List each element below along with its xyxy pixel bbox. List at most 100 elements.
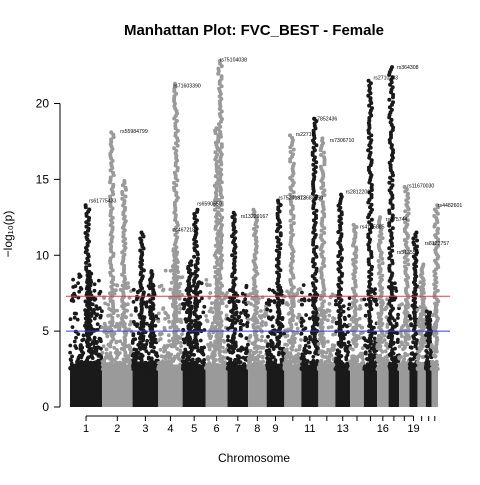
snp-point xyxy=(251,207,256,212)
snp-point xyxy=(100,350,105,355)
snp-point xyxy=(186,331,191,336)
snp-point xyxy=(216,246,221,251)
snp-point xyxy=(410,351,415,355)
snp-point xyxy=(282,351,286,356)
snp-point xyxy=(377,263,382,268)
snp-point xyxy=(145,339,150,343)
snp-point xyxy=(129,313,134,317)
snp-point xyxy=(166,315,171,320)
snp-point xyxy=(383,349,388,354)
snp-point xyxy=(393,286,398,291)
snp-point xyxy=(211,357,216,361)
snp-point xyxy=(366,78,371,83)
snp-point xyxy=(275,235,279,240)
snp-point xyxy=(148,364,153,369)
snp-point xyxy=(159,360,163,365)
snp-point xyxy=(238,332,243,337)
snp-point xyxy=(183,347,188,352)
snp-point xyxy=(376,259,381,263)
snp-point xyxy=(122,178,127,183)
snp-point xyxy=(289,306,294,311)
snp-point xyxy=(181,366,185,371)
snp-point xyxy=(124,315,128,320)
snp-point xyxy=(201,310,206,315)
snp-point xyxy=(119,346,124,351)
snp-point xyxy=(314,194,319,199)
snp-point xyxy=(149,357,153,362)
snp-point xyxy=(372,299,377,303)
snp-point xyxy=(108,175,113,180)
snp-point xyxy=(74,329,79,334)
snp-point xyxy=(363,350,368,355)
snp-point xyxy=(311,315,316,320)
snp-point xyxy=(291,190,296,195)
snp-point xyxy=(74,335,78,340)
snp-point xyxy=(329,325,334,329)
snp-point xyxy=(251,357,256,362)
snp-point xyxy=(269,355,274,360)
chromosome-1-points xyxy=(68,203,104,407)
snp-point xyxy=(91,342,96,346)
snp-point xyxy=(307,316,312,321)
snp-point xyxy=(346,340,351,345)
snp-point xyxy=(387,208,392,213)
snp-point xyxy=(322,150,326,155)
snp-point xyxy=(180,359,185,364)
snp-point xyxy=(408,316,413,321)
snp-point xyxy=(233,276,238,281)
snp-point xyxy=(76,357,81,362)
snp-point xyxy=(100,367,105,371)
snp-point xyxy=(344,357,349,362)
snp-point xyxy=(255,305,260,310)
snp-point xyxy=(321,349,326,354)
snp-point xyxy=(334,299,338,303)
snp-point xyxy=(276,352,281,357)
snp-point xyxy=(397,356,402,361)
snp-point xyxy=(106,302,111,307)
snp-point xyxy=(170,357,175,362)
snp-point xyxy=(162,366,167,370)
snp-point xyxy=(218,349,223,354)
snp-point xyxy=(324,350,329,355)
snp-point xyxy=(343,332,347,337)
chromosome-7-band xyxy=(227,364,249,407)
chromosome-14-points xyxy=(348,222,366,407)
chromosome-10-points xyxy=(282,133,304,407)
snp-point xyxy=(269,362,274,366)
snp-point xyxy=(81,333,86,338)
snp-point xyxy=(109,356,114,361)
snp-point xyxy=(310,281,315,286)
snp-point xyxy=(131,287,136,292)
snp-point xyxy=(70,354,74,359)
snp-point xyxy=(97,278,101,283)
snp-point xyxy=(255,358,260,362)
snp-point xyxy=(326,347,331,352)
snp-point xyxy=(278,231,283,236)
snp-point xyxy=(239,319,244,323)
snp-point xyxy=(273,359,278,364)
snp-point xyxy=(215,320,220,325)
snp-point xyxy=(152,345,156,350)
snp-point xyxy=(335,348,340,353)
snp-point xyxy=(354,342,359,347)
chromosome-2-band xyxy=(102,364,133,407)
snp-point xyxy=(303,351,308,355)
snp-point xyxy=(197,363,202,368)
snp-point xyxy=(322,155,327,160)
snp-point xyxy=(312,247,317,252)
snp-point xyxy=(276,198,280,203)
snp-point xyxy=(157,332,162,336)
snp-point xyxy=(204,278,209,282)
snp-point xyxy=(289,223,294,228)
snp-point xyxy=(154,314,159,319)
snp-point xyxy=(216,66,221,71)
snp-point xyxy=(347,314,351,318)
snp-point xyxy=(294,366,299,371)
snp-point xyxy=(304,313,308,317)
snp-point xyxy=(288,197,293,202)
snp-point xyxy=(173,81,177,86)
snp-point xyxy=(291,161,296,166)
snp-point xyxy=(207,331,212,336)
snp-point xyxy=(89,313,94,318)
